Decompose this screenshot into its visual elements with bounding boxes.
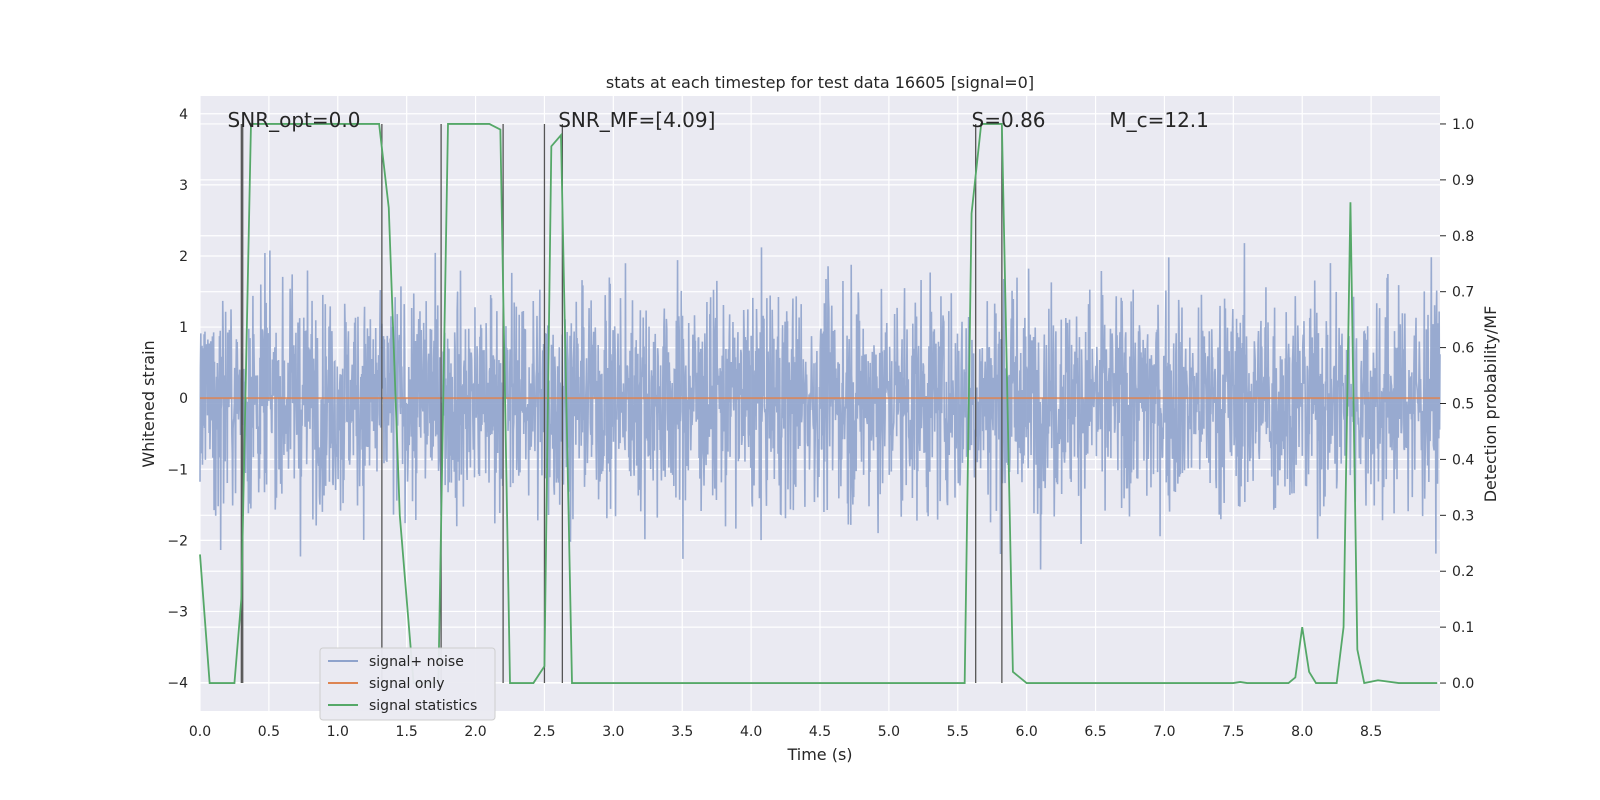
y2-tick-label: 1.0: [1452, 117, 1474, 133]
y2-tick-label: 0.5: [1452, 397, 1474, 413]
annotation-2: S=0.86: [972, 108, 1046, 132]
y2-axis-ticks: 0.0 0.1 0.2 0.3 0.4 0.5 0.6 0.7 0.8 0.9 1.0: [1440, 117, 1474, 692]
annotation-1: SNR_MF=[4.09]: [558, 108, 715, 132]
annotation-0: SNR_opt=0.0: [228, 108, 361, 132]
legend-box: [319, 647, 496, 721]
x-axis-label: Time (s): [786, 745, 852, 764]
x-tick-label: 1.5: [396, 724, 418, 740]
x-tick-label: 4.5: [809, 724, 831, 740]
y2-tick-label: 0.2: [1452, 564, 1474, 580]
x-tick-label: 3.0: [602, 724, 624, 740]
y2-tick-label: 0.3: [1452, 508, 1474, 524]
y-tick-label: 2: [179, 249, 188, 265]
y2-tick-label: 0.0: [1452, 676, 1474, 692]
x-tick-label: 5.0: [878, 724, 900, 740]
chart-title: stats at each timestep for test data 166…: [606, 73, 1034, 92]
x-tick-label: 7.0: [1153, 724, 1175, 740]
x-tick-label: 4.0: [740, 724, 762, 740]
x-tick-label: 0.5: [258, 724, 280, 740]
annotation-3: M_c=12.1: [1109, 108, 1209, 132]
legend-label-statistics: signal statistics: [369, 698, 477, 714]
x-tick-label: 1.0: [327, 724, 349, 740]
x-tick-label: 2.5: [533, 724, 555, 740]
x-axis-ticks: 0.0 0.5 1.0 1.5 2.0 2.5 3.0 3.5 4.0 4.5 5.0 5.5 6.0 6…: [189, 724, 1382, 740]
noise-trace: [199, 243, 1441, 570]
y-tick-label: −3: [167, 604, 188, 620]
y-axis-ticks: −4 −3 −2 −1 0 1 2 3 4: [167, 107, 188, 692]
y-tick-label: 0: [179, 391, 188, 407]
x-tick-label: 2.0: [464, 724, 486, 740]
y-tick-label: 3: [179, 178, 188, 194]
x-tick-label: 0.0: [189, 724, 211, 740]
x-tick-label: 6.0: [1016, 724, 1038, 740]
x-tick-label: 3.5: [671, 724, 693, 740]
y-tick-label: −4: [167, 676, 188, 692]
legend: signal+ noise signal only signal statist…: [319, 647, 496, 721]
y2-axis-label: Detection probability/MF: [1481, 306, 1500, 503]
series-signal-statistics: [199, 123, 1438, 685]
y-tick-label: 4: [179, 107, 188, 123]
vertical-markers: [240, 123, 1003, 684]
y-tick-label: −2: [167, 533, 188, 549]
series-signal-noise: [199, 243, 1441, 570]
y2-tick-label: 0.1: [1452, 620, 1474, 636]
y2-tick-label: 0.8: [1452, 229, 1474, 245]
x-tick-label: 8.0: [1291, 724, 1313, 740]
y-tick-label: 1: [179, 320, 188, 336]
x-tick-label: 5.5: [947, 724, 969, 740]
y2-tick-label: 0.4: [1452, 452, 1474, 468]
legend-label-noise: signal+ noise: [369, 654, 464, 670]
x-tick-label: 6.5: [1084, 724, 1106, 740]
annotations: SNR_opt=0.0 SNR_MF=[4.09] S=0.86 M_c=12.1: [228, 108, 1209, 132]
y2-tick-label: 0.7: [1452, 285, 1474, 301]
y-tick-label: −1: [167, 462, 188, 478]
y-axis-label: Whitened strain: [139, 340, 158, 467]
y2-tick-label: 0.6: [1452, 341, 1474, 357]
x-tick-label: 8.5: [1360, 724, 1382, 740]
x-tick-label: 7.5: [1222, 724, 1244, 740]
statistics-trace: [199, 123, 1438, 685]
y2-tick-label: 0.9: [1452, 173, 1474, 189]
legend-label-signal-only: signal only: [369, 676, 444, 692]
